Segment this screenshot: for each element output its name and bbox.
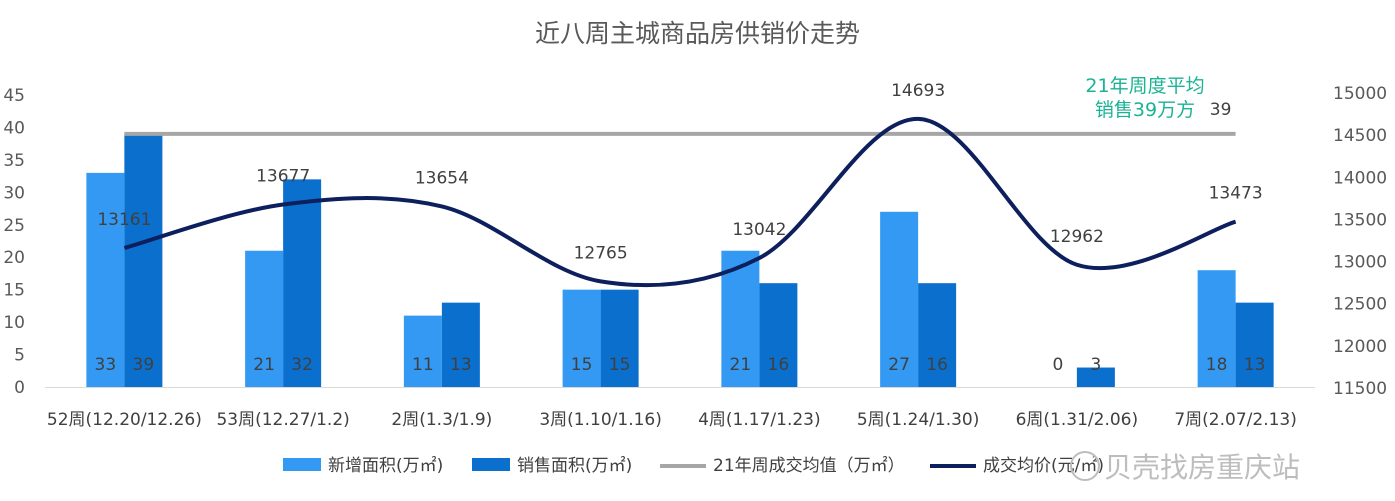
x-tick-label: 53周(12.27/1.2) (216, 410, 349, 430)
x-tick-label: 5周(1.24/1.30) (857, 410, 980, 430)
y-left-tick-label: 45 (3, 86, 25, 106)
y-right-tick-label: 13500 (1333, 210, 1387, 230)
bar-sales (283, 179, 322, 387)
bar-new-supply (245, 250, 284, 387)
y-right-tick-label: 12000 (1333, 337, 1387, 357)
legend-label: 新增面积(万㎡) (328, 456, 443, 476)
shell-logo-icon (1070, 451, 1100, 481)
y-left-tick-label: 5 (14, 346, 25, 366)
bar-sales (759, 283, 798, 387)
bar-data-label: 33 (95, 355, 117, 375)
annotation-line-1: 21年周度平均 (1085, 75, 1205, 97)
x-tick-label: 2周(1.3/1.9) (391, 410, 492, 430)
legend-label: 21年周成交均值（万㎡） (713, 456, 905, 476)
x-tick-label: 4周(1.17/1.23) (698, 410, 821, 430)
bar-data-label: 21 (253, 355, 275, 375)
x-tick-label: 6周(1.31/2.06) (1016, 410, 1139, 430)
bar-data-label: 16 (768, 355, 790, 375)
y-left-tick-label: 15 (3, 281, 25, 301)
bar-data-label: 15 (609, 355, 631, 375)
x-tick-label: 52周(12.20/12.26) (47, 410, 202, 430)
bar-new-supply (86, 172, 125, 387)
bar-sales (600, 289, 639, 387)
y-left-tick-label: 40 (3, 118, 25, 138)
legend-swatch (472, 458, 510, 471)
price-line (123, 116, 1237, 288)
price-data-label: 13161 (97, 210, 151, 230)
y-right-tick-label: 15000 (1333, 84, 1387, 104)
chart-title: 近八周主城商品房供销价走势 (534, 19, 860, 48)
bar-data-label: 16 (926, 355, 948, 375)
bar-data-label: 18 (1206, 355, 1228, 375)
y-left-tick-label: 30 (3, 183, 25, 203)
bar-sales (124, 133, 163, 387)
bar-new-supply (403, 315, 442, 387)
y-left-tick-label: 20 (3, 248, 25, 268)
bar-sales (1235, 302, 1274, 387)
x-tick-label: 3周(1.10/1.16) (539, 410, 662, 430)
price-data-label: 14693 (891, 81, 945, 101)
price-data-label: 13654 (415, 168, 469, 188)
bar-data-label: 32 (291, 355, 313, 375)
price-data-label: 12962 (1050, 227, 1104, 247)
y-left-tick-label: 25 (3, 216, 25, 236)
y-left-tick-label: 10 (3, 313, 25, 333)
bar-new-supply (562, 289, 601, 387)
bar-data-label: 15 (571, 355, 593, 375)
watermark-text: 贝壳找房重庆站 (1104, 451, 1301, 484)
average-line-label: 39 (1210, 100, 1232, 120)
bar-new-supply (1197, 270, 1236, 387)
bar-sales (918, 283, 957, 387)
y-right-tick-label: 13000 (1333, 253, 1387, 273)
y-left-tick-label: 0 (14, 378, 25, 398)
y-right-tick-label: 14000 (1333, 168, 1387, 188)
average-annotation: 21年周度平均 销售39万方 (1040, 74, 1250, 122)
price-data-label: 13042 (732, 220, 786, 240)
legend-swatch (283, 458, 321, 471)
bar-data-label: 13 (1244, 355, 1266, 375)
price-data-label: 12765 (574, 243, 628, 263)
bar-sales (441, 302, 480, 387)
bar-data-label: 21 (730, 355, 752, 375)
x-tick-label: 7周(2.07/2.13) (1174, 410, 1297, 430)
legend-label: 销售面积(万㎡) (517, 456, 632, 476)
annotation-line-2: 销售39万方 (1094, 99, 1196, 121)
bar-data-label: 39 (133, 355, 155, 375)
bar-sales (1076, 367, 1115, 387)
bar-data-label: 27 (888, 355, 910, 375)
y-right-tick-label: 12500 (1333, 295, 1387, 315)
bar-data-label: 13 (450, 355, 472, 375)
y-right-tick-label: 14500 (1333, 126, 1387, 146)
price-data-label: 13473 (1209, 184, 1263, 204)
y-right-tick-label: 11500 (1333, 379, 1387, 399)
bar-new-supply (880, 211, 919, 387)
watermark: 贝壳找房重庆站 (1070, 446, 1300, 486)
bar-data-label: 11 (412, 355, 434, 375)
bar-data-label: 3 (1090, 355, 1101, 375)
price-data-label: 13677 (256, 167, 310, 187)
y-left-tick-label: 35 (3, 151, 25, 171)
bar-data-label: 0 (1052, 355, 1063, 375)
